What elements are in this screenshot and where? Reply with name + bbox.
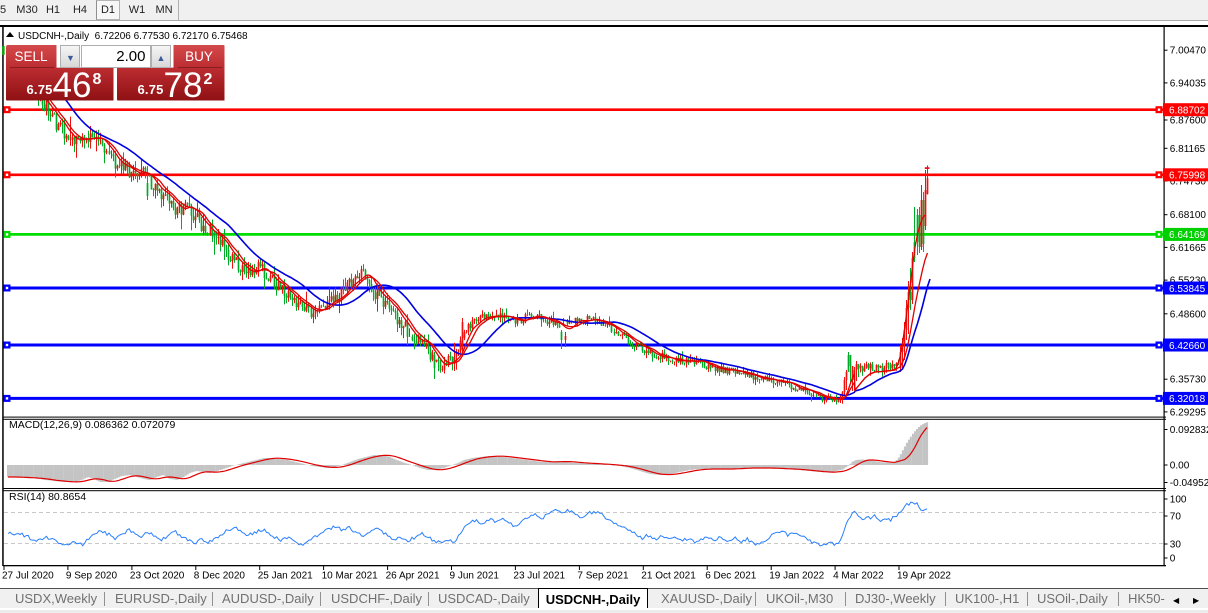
svg-text:6.61665: 6.61665: [1170, 243, 1207, 254]
svg-text:6 Dec 2021: 6 Dec 2021: [705, 571, 757, 582]
svg-text:6.35730: 6.35730: [1170, 375, 1207, 386]
svg-text:0.092832: 0.092832: [1170, 425, 1208, 436]
svg-text:6.29295: 6.29295: [1170, 407, 1207, 418]
svg-text:23 Oct 2020: 23 Oct 2020: [130, 571, 185, 582]
svg-text:7.00470: 7.00470: [1170, 46, 1207, 57]
svg-text:6.64169: 6.64169: [1169, 230, 1206, 241]
svg-text:6.88702: 6.88702: [1169, 106, 1206, 117]
svg-text:23 Jul 2021: 23 Jul 2021: [513, 571, 565, 582]
svg-text:6.53845: 6.53845: [1169, 284, 1206, 295]
svg-text:25 Jan 2021: 25 Jan 2021: [258, 571, 313, 582]
svg-text:6.87600: 6.87600: [1170, 116, 1207, 127]
svg-text:9 Sep 2020: 9 Sep 2020: [66, 571, 118, 582]
svg-text:27 Jul 2020: 27 Jul 2020: [2, 571, 54, 582]
svg-text:4 Mar 2022: 4 Mar 2022: [833, 571, 884, 582]
svg-text:21 Oct 2021: 21 Oct 2021: [641, 571, 696, 582]
svg-text:6.75998: 6.75998: [1169, 171, 1206, 182]
svg-text:7 Sep 2021: 7 Sep 2021: [577, 571, 629, 582]
svg-text:6.74730: 6.74730: [1170, 177, 1207, 188]
svg-text:6.94035: 6.94035: [1170, 78, 1207, 89]
svg-text:0.00: 0.00: [1170, 461, 1190, 472]
svg-text:19 Apr 2022: 19 Apr 2022: [897, 571, 951, 582]
svg-text:6.81165: 6.81165: [1170, 144, 1206, 155]
svg-text:6.55230: 6.55230: [1170, 276, 1207, 287]
svg-text:70: 70: [1170, 512, 1182, 523]
svg-text:RSI(14) 80.8654: RSI(14) 80.8654: [9, 491, 86, 503]
svg-text:6.42660: 6.42660: [1169, 341, 1206, 352]
svg-text:30: 30: [1170, 540, 1182, 551]
svg-text:0: 0: [1170, 554, 1176, 565]
svg-text:19 Jan 2022: 19 Jan 2022: [769, 571, 824, 582]
svg-text:6.32018: 6.32018: [1169, 394, 1206, 405]
svg-text:9 Jun 2021: 9 Jun 2021: [450, 571, 500, 582]
svg-text:100: 100: [1170, 495, 1187, 506]
svg-text:MACD(12,26,9) 0.086362 0.07207: MACD(12,26,9) 0.086362 0.072079: [9, 419, 176, 431]
svg-text:6.48600: 6.48600: [1170, 309, 1207, 320]
svg-text:10 Mar 2021: 10 Mar 2021: [322, 571, 379, 582]
svg-text:8 Dec 2020: 8 Dec 2020: [194, 571, 246, 582]
svg-text:26 Apr 2021: 26 Apr 2021: [386, 571, 440, 582]
svg-text:6.68100: 6.68100: [1170, 210, 1207, 221]
